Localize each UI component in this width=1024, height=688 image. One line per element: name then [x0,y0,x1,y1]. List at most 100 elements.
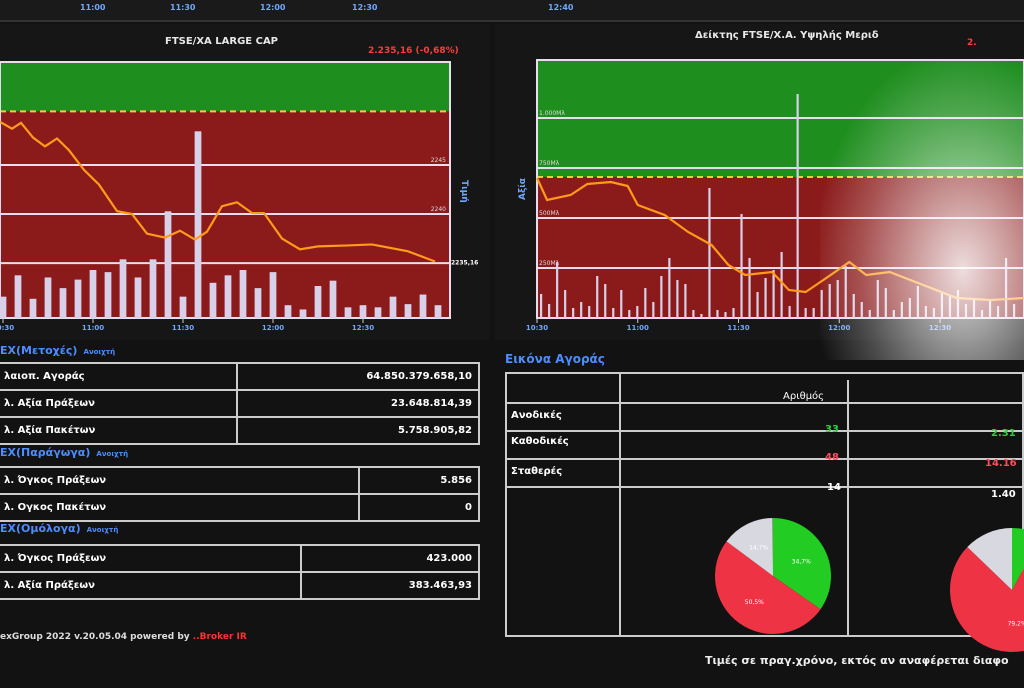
x-tick-label: 11:30 [727,324,749,332]
realtime-note: Τιμές σε πραγ.χρόνο, εκτός αν αναφέρεται… [705,654,1009,667]
volume-bar [374,307,382,318]
x-tick-label: 12:30 [352,324,374,332]
table-row: λ. Αξία Πακέτων 5.758.905,82 [0,416,480,445]
derivatives-table: λ. Όγκος Πράξεων 5.856 λ. Ογκος Πακέτων 0 [0,466,480,522]
brand-logo: ..Broker IR [192,632,247,642]
footer: exGroup 2022 v.20.05.04 powered by ..Bro… [0,632,247,642]
above-close-zone [0,62,450,112]
volume-bar [572,308,575,318]
x-tick-label: 11:00 [627,324,649,332]
volume-bar [788,306,791,318]
unchanged-value: 1.40 [991,489,1016,500]
table-row: λ. Όγκος Πράξεων 423.000 [0,544,480,573]
row-value: 5.758.905,82 [236,416,480,445]
table-row: λ. Αξία Πράξεων 383.463,93 [0,571,480,600]
volume-bar [104,272,112,318]
volume-bar [164,211,172,318]
volume-bar [668,258,671,318]
time-tick: 12:30 [352,3,378,12]
volume-bar [580,302,583,318]
y-tick-label: 2245 [431,157,446,164]
x-tick-label: 12:00 [262,324,284,332]
volume-bar [660,276,663,318]
row-label: λ. Ογκος Πακέτων [0,493,360,522]
section-header-derivatives: EX(Παράγωγα) Ανοιχτή [0,446,128,459]
volume-bar [644,288,647,318]
status-label: Ανοιχτή [86,526,119,534]
price-line [0,120,436,263]
volume-bar [588,306,591,318]
y-tick-label: 1.000Μλ [539,110,565,117]
volume-bar [548,304,551,318]
section-header-bonds: EX(Ομόλογα) Ανοιχτή [0,522,118,535]
volume-bar [179,296,187,318]
volume-bar [134,277,142,318]
volume-bar [636,306,639,318]
advancers-count: 33 [825,424,839,435]
volume-bar [149,259,157,318]
x-tick-label: 10:30 [526,324,548,332]
pie-slice [773,518,832,610]
volume-bar [748,258,751,318]
top-time-axis: 11:00 11:30 12:00 12:30 12:40 [0,0,1024,22]
x-tick-label: 11:30 [172,324,194,332]
volume-bar [434,305,442,318]
last-price-label: 2235,16 [451,260,478,267]
time-tick: 11:30 [170,3,196,12]
pie-slice-label: 79,2% [1008,621,1024,628]
current-value: 2. [967,38,977,48]
volume-bar [732,308,735,318]
volume-bar [676,280,679,318]
divider [507,486,1022,488]
volume-bar [44,277,52,318]
market-table: Αριθμός Ανοδικές Καθοδικές Σταθερές 33 4… [505,372,1024,637]
volume-bar [194,131,202,318]
volume-bar [14,275,22,318]
volume-bar [269,272,277,318]
time-tick: 12:00 [260,3,286,12]
volume-bar [780,252,783,318]
row-label: Σταθερές [511,466,563,477]
table-row: λ. Αξία Πράξεων 23.648.814,39 [0,389,480,418]
volume-bar [299,309,307,318]
volume-bar [596,276,599,318]
row-label: λ. Όγκος Πράξεων [0,544,302,573]
decliners-value: 14.16 [985,458,1017,469]
chart-title: FTSE/XA LARGE CAP [165,36,279,47]
pie-slice [726,518,773,576]
volume-bar [119,259,127,318]
volume-bar [224,275,232,318]
time-tick: 12:40 [548,3,574,12]
row-label: Ανοδικές [511,410,562,421]
volume-bar [29,298,37,318]
divider [507,402,1022,404]
volume-bar [628,310,631,318]
divider [619,374,621,635]
table-row: λ. Ογκος Πακέτων 0 [0,493,480,522]
volume-bar [740,214,743,318]
pie-slice-label: 14,7% [749,545,768,552]
row-label: Καθοδικές [511,436,569,447]
volume-bar [329,280,337,318]
table-row: λαιοπ. Αγοράς 64.850.379.658,10 [0,362,480,391]
volume-bar [796,94,799,318]
volume-bar [564,290,567,318]
row-value: 64.850.379.658,10 [236,362,480,391]
row-value: 23.648.814,39 [236,389,480,418]
volume-bar [344,307,352,318]
advancers-value: 2.31 [991,428,1016,439]
row-label: λαιοπ. Αγοράς [0,362,238,391]
bonds-table: λ. Όγκος Πράξεων 423.000 λ. Αξία Πράξεων 3… [0,544,480,600]
volume-bar [604,284,607,318]
volume-bar [724,312,727,318]
row-value: 383.463,93 [300,571,480,600]
row-value: 0 [358,493,480,522]
shares-table: λαιοπ. Αγοράς 64.850.379.658,10 λ. Αξία Π… [0,362,480,445]
section-title: EX(Παράγωγα) [0,446,91,459]
volume-bar [692,310,695,318]
volume-bar [389,296,397,318]
status-label: Ανοιχτή [96,450,129,458]
volume-bar [620,290,623,318]
column-header-count: Αριθμός [783,391,825,402]
